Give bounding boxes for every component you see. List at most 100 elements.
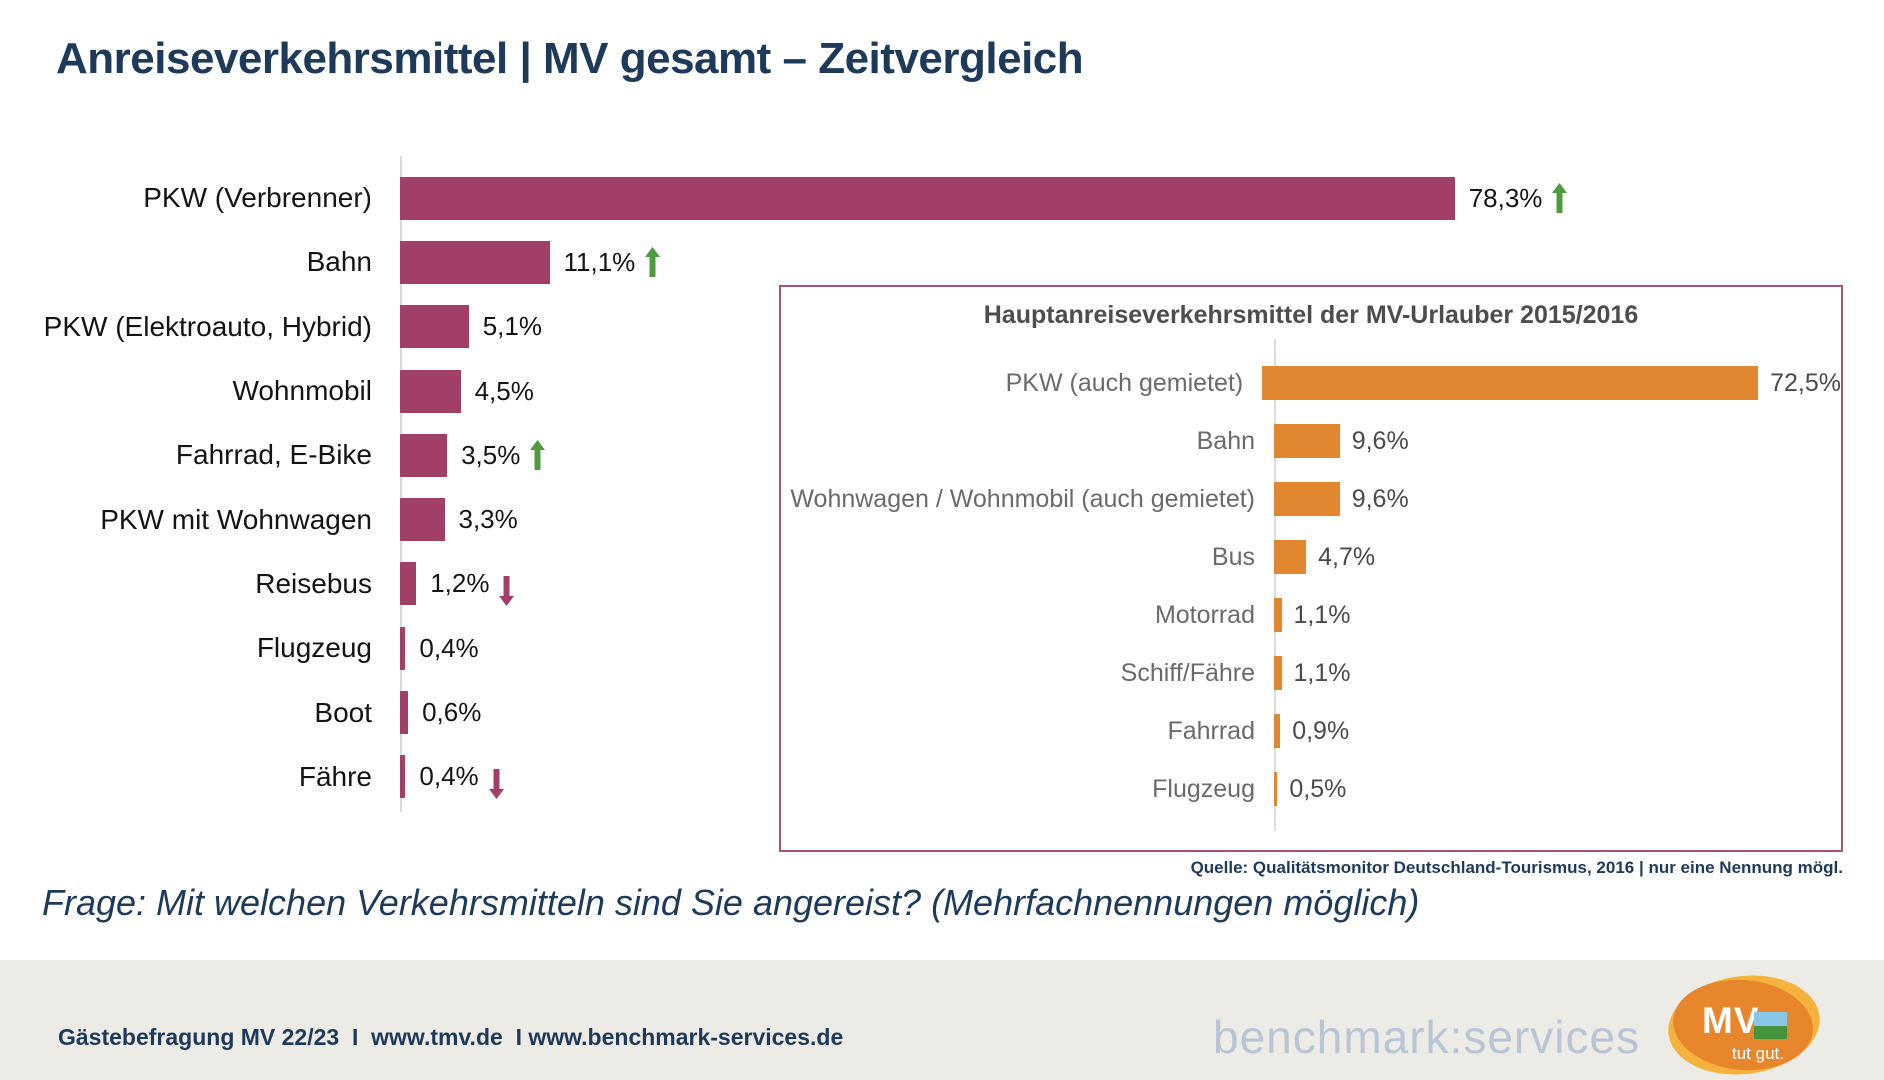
inset-chart-row: Flugzeug 0,5% xyxy=(781,760,1841,818)
bar-area: 9,6% xyxy=(1274,470,1409,528)
main-bar xyxy=(400,562,417,606)
category-label: Flugzeug xyxy=(256,632,372,664)
trend-up-arrow xyxy=(530,440,546,471)
inset-chart-rows: PKW (auch gemietet) 72,5% Bahn 9,6% Wohnwage… xyxy=(781,354,1841,818)
main-bar xyxy=(400,176,1455,220)
main-chart-row: Flugzeug 0,4% xyxy=(0,616,1884,680)
main-bar xyxy=(400,240,550,284)
inset-chart-row: Motorrad 1,1% xyxy=(781,586,1841,644)
category-label: Bahn xyxy=(1196,426,1255,455)
inset-bar xyxy=(1274,656,1282,690)
main-chart-row: PKW (Verbrenner) 78,3% xyxy=(0,166,1884,230)
value-label: 0,4% xyxy=(419,761,479,792)
value-label: 78,3% xyxy=(1468,182,1543,213)
mv-logo-blob-icon xyxy=(1668,975,1820,1075)
main-chart-axis xyxy=(400,156,402,812)
page-title: Anreiseverkehrsmittel | MV gesamt – Zeit… xyxy=(56,34,1084,83)
main-chart-row: Bahn 11,1% xyxy=(0,230,1884,294)
value-label: 0,6% xyxy=(422,697,482,728)
category-label: Flugzeug xyxy=(1152,774,1255,803)
category-label: Fähre xyxy=(298,760,372,792)
bar-area: 4,7% xyxy=(1274,528,1375,586)
bar-area: 78,3% xyxy=(400,166,1568,230)
inset-chart-row: Bahn 9,6% xyxy=(781,412,1841,470)
bar-area: 9,6% xyxy=(1274,412,1409,470)
inset-bar xyxy=(1262,366,1759,400)
inset-bar xyxy=(1274,772,1278,806)
bar-area: 1,2% xyxy=(400,552,515,616)
inset-chart-panel: Hauptanreiseverkehrsmittel der MV-Urlaub… xyxy=(779,285,1843,852)
category-label: Fahrrad, E-Bike xyxy=(175,439,372,471)
category-label: Reisebus xyxy=(255,567,372,599)
main-chart-rows: PKW (Verbrenner) 78,3% Bahn 11,1% PKW (Elekt… xyxy=(0,166,1884,809)
category-label: PKW mit Wohnwagen xyxy=(100,503,372,535)
trend-up-arrow xyxy=(645,247,661,278)
inset-chart-row: Schiff/Fähre 1,1% xyxy=(781,644,1841,702)
mv-logo: MV tut gut. xyxy=(1666,974,1822,1076)
category-label: Wohnwagen / Wohnmobil (auch gemietet) xyxy=(790,484,1255,513)
trend-down-arrow xyxy=(499,575,515,606)
bar-area: 0,4% xyxy=(400,745,504,809)
inset-bar xyxy=(1274,482,1340,516)
bar-area: 1,1% xyxy=(1274,586,1350,644)
bar-area: 0,5% xyxy=(1274,760,1346,818)
bar-area: 0,9% xyxy=(1274,702,1349,760)
main-chart-row: Fahrrad, E-Bike 3,5% xyxy=(0,423,1884,487)
category-label: Bahn xyxy=(306,246,372,278)
bar-area: 72,5% xyxy=(1262,354,1841,412)
inset-bar xyxy=(1274,424,1340,458)
category-label: PKW (Verbrenner) xyxy=(143,182,372,214)
mv-flag-icon xyxy=(1754,1012,1787,1039)
category-label: Bus xyxy=(1211,542,1255,571)
category-label: Fahrrad xyxy=(1167,716,1255,745)
inset-bar xyxy=(1274,598,1282,632)
mv-logo-tagline: tut gut. xyxy=(1732,1044,1784,1063)
category-label: Schiff/Fähre xyxy=(1120,658,1255,687)
benchmark-services-watermark: benchmark:services xyxy=(1213,1011,1641,1063)
mv-logo-text: MV xyxy=(1702,1000,1760,1041)
inset-bar xyxy=(1274,714,1281,748)
inset-chart-title: Hauptanreiseverkehrsmittel der MV-Urlaub… xyxy=(983,301,1639,329)
main-chart-row: PKW (Elektroauto, Hybrid) 5,1% xyxy=(0,295,1884,359)
main-bar xyxy=(400,369,461,413)
bar-area: 3,3% xyxy=(400,487,518,551)
value-label: 0,9% xyxy=(1292,716,1350,745)
main-bar xyxy=(400,305,469,349)
value-label: 9,6% xyxy=(1351,484,1409,513)
value-label: 1,2% xyxy=(430,568,490,599)
main-chart-row: PKW mit Wohnwagen 3,3% xyxy=(0,487,1884,551)
category-label: Motorrad xyxy=(1154,600,1255,629)
main-chart: PKW (Verbrenner) 78,3% Bahn 11,1% PKW (Elekt… xyxy=(0,166,1884,809)
inset-chart-axis xyxy=(1274,339,1276,831)
main-bar xyxy=(400,498,445,542)
value-label: 4,7% xyxy=(1318,542,1376,571)
bar-area: 3,5% xyxy=(400,423,546,487)
trend-up-arrow xyxy=(1552,183,1568,214)
main-chart-row: Wohnmobil 4,5% xyxy=(0,359,1884,423)
footer: Gästebefragung MV 22/23 I www.tmv.de I w… xyxy=(0,960,1884,1080)
bar-area: 0,6% xyxy=(400,680,481,744)
value-label: 9,6% xyxy=(1351,426,1409,455)
footer-info: Gästebefragung MV 22/23 I www.tmv.de I w… xyxy=(58,1024,844,1050)
value-label: 0,5% xyxy=(1289,774,1347,803)
category-label: Boot xyxy=(314,696,372,728)
main-bar xyxy=(400,433,448,477)
bar-area: 5,1% xyxy=(400,295,542,359)
inset-chart-row: Wohnwagen / Wohnmobil (auch gemietet) 9,6… xyxy=(781,470,1841,528)
category-label: PKW (Elektroauto, Hybrid) xyxy=(43,310,372,342)
value-label: 11,1% xyxy=(563,246,636,277)
main-bar xyxy=(400,626,406,670)
value-label: 72,5% xyxy=(1770,368,1841,397)
bar-area: 11,1% xyxy=(400,230,661,294)
inset-chart-row: Bus 4,7% xyxy=(781,528,1841,586)
main-chart-row: Boot 0,6% xyxy=(0,680,1884,744)
value-label: 1,1% xyxy=(1293,600,1351,629)
flag-land xyxy=(1754,1025,1787,1039)
trend-down-arrow xyxy=(488,768,504,799)
value-label: 4,5% xyxy=(474,375,534,406)
value-label: 5,1% xyxy=(482,311,542,342)
flag-sky xyxy=(1754,1012,1787,1026)
inset-bar xyxy=(1274,540,1307,574)
main-chart-row: Fähre 0,4% xyxy=(0,745,1884,809)
